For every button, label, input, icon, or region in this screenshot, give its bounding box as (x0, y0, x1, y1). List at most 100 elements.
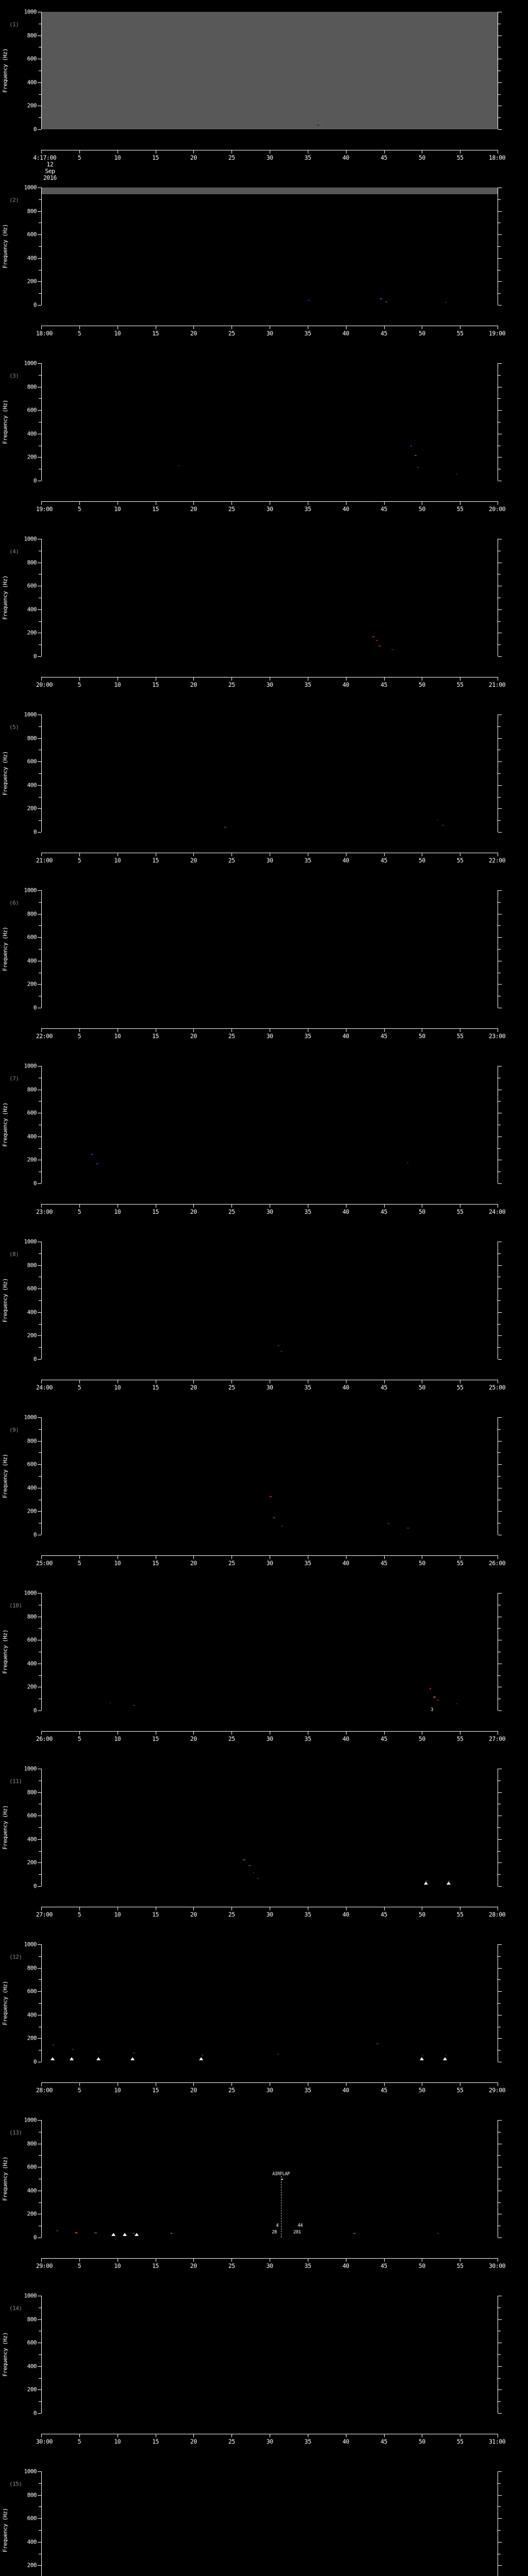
data-mark (253, 1872, 255, 1873)
y-axis-left-spine (41, 539, 42, 656)
y-tick-minor-right (498, 902, 501, 903)
x-tick (193, 2434, 194, 2437)
y-tick-right (498, 1886, 502, 1887)
y-tick-right (498, 2542, 502, 2543)
x-tick-label: 10 (114, 857, 121, 863)
y-tick-right (498, 609, 502, 610)
y-tick (38, 1359, 41, 1360)
data-mark (317, 125, 319, 126)
x-axis-start-time: 20:00 (36, 682, 53, 688)
y-tick-label: 800 (27, 2316, 37, 2322)
x-tick-label: 30 (267, 2263, 273, 2269)
y-tick-minor-right (498, 1979, 501, 1980)
y-tick (38, 1862, 41, 1863)
y-tick-minor (39, 925, 41, 926)
y-tick-label: 400 (27, 255, 37, 261)
event-marker-triangle (51, 2057, 55, 2060)
y-tick-minor (39, 94, 41, 95)
y-tick-right (498, 1991, 502, 1992)
x-tick-label: 10 (114, 1209, 121, 1215)
x-axis-start-time: 4:17:00 (33, 155, 56, 161)
x-tick (193, 2082, 194, 2086)
y-tick-label: 800 (27, 1614, 37, 1619)
y-tick-label: 200 (27, 981, 37, 987)
y-tick-right (498, 1265, 502, 1266)
y-tick-right (498, 738, 502, 739)
y-tick-label: 200 (27, 454, 37, 460)
data-annotation: 281 (293, 2230, 301, 2235)
x-tick-label: 55 (457, 1911, 464, 1918)
y-tick-right (498, 2495, 502, 2496)
y-tick (38, 2413, 41, 2414)
x-tick (193, 853, 194, 856)
x-tick-label: 20 (190, 2087, 197, 2093)
plot-area: 02004006008001000 (41, 12, 498, 129)
x-tick-label: 50 (419, 2263, 425, 2269)
y-tick-label: 0 (34, 1884, 37, 1889)
x-axis-start-time: 30:00 (36, 2438, 53, 2445)
y-tick-minor (39, 2530, 41, 2531)
x-tick-label: 30 (267, 1736, 273, 1742)
y-tick-right (498, 363, 502, 364)
x-axis: 5 10 15 20 25 30 35 40 45 50 55 22:00 23:00 (41, 1028, 498, 1029)
x-tick (384, 1907, 385, 1910)
panel-index-label: (10) (9, 1602, 22, 1609)
y-tick-label: 600 (27, 1286, 37, 1292)
y-tick-minor-right (498, 2202, 501, 2203)
y-tick-label: 0 (34, 654, 37, 659)
x-tick (193, 1731, 194, 1735)
y-tick-label: 400 (27, 1133, 37, 1139)
x-tick-label: 15 (152, 1384, 159, 1391)
event-marker-triangle (70, 2057, 74, 2060)
y-tick-label: 400 (27, 958, 37, 963)
x-tick-label: 45 (381, 857, 387, 863)
y-tick-label: 0 (34, 2411, 37, 2416)
y-tick (38, 281, 41, 282)
x-tick-label: 50 (419, 1384, 425, 1391)
x-tick (193, 1204, 194, 1208)
y-tick (38, 738, 41, 739)
x-tick (384, 2082, 385, 2086)
y-axis-left-spine (41, 188, 42, 305)
x-tick (193, 1028, 194, 1032)
x-tick-label: 20 (190, 1209, 197, 1215)
y-tick-minor-right (498, 2354, 501, 2355)
data-annotation: 3 (431, 1708, 433, 1713)
x-axis-endcap (41, 1380, 42, 1383)
y-tick-right (498, 1335, 502, 1336)
x-axis-end-time: 22:00 (489, 857, 505, 863)
y-tick-minor (39, 797, 41, 798)
x-axis-start-time: 24:00 (36, 1384, 53, 1391)
panel-index-label: (6) (9, 900, 19, 906)
plot-area: 02004006008001000 (41, 188, 498, 305)
x-tick-label: 25 (228, 857, 235, 863)
y-axis-title: Frequency (Hz) (2, 2508, 9, 2552)
x-tick-label: 35 (304, 2087, 311, 2093)
data-annotation: 28 (272, 2230, 277, 2235)
y-axis-left-spine (41, 1944, 42, 2062)
x-tick (384, 853, 385, 856)
y-tick-label: 400 (27, 606, 37, 612)
y-tick (38, 2120, 41, 2121)
x-tick (193, 326, 194, 329)
plot-area: 02004006008001000 (41, 539, 498, 656)
y-tick-right (498, 656, 502, 657)
data-mark (75, 2232, 77, 2233)
x-tick-label: 55 (457, 1209, 464, 1215)
x-axis-end-time: 26:00 (489, 1560, 505, 1566)
y-tick-minor (39, 199, 41, 200)
x-axis-endcap (41, 501, 42, 505)
x-tick-label: 30 (267, 1209, 273, 1215)
x-axis-end-time: 27:00 (489, 1736, 505, 1742)
y-tick-minor-right (498, 2401, 501, 2402)
x-tick (79, 1731, 80, 1735)
y-tick-label: 200 (27, 806, 37, 811)
y-tick (38, 785, 41, 786)
y-tick-minor-right (498, 925, 501, 926)
x-tick-label: 20 (190, 2263, 197, 2269)
x-tick-label: 45 (381, 1384, 387, 1391)
y-tick-label: 0 (34, 1005, 37, 1011)
y-tick-label: 600 (27, 56, 37, 62)
plot-area: 02004006008001000 (41, 890, 498, 1008)
y-tick-minor (39, 2378, 41, 2379)
